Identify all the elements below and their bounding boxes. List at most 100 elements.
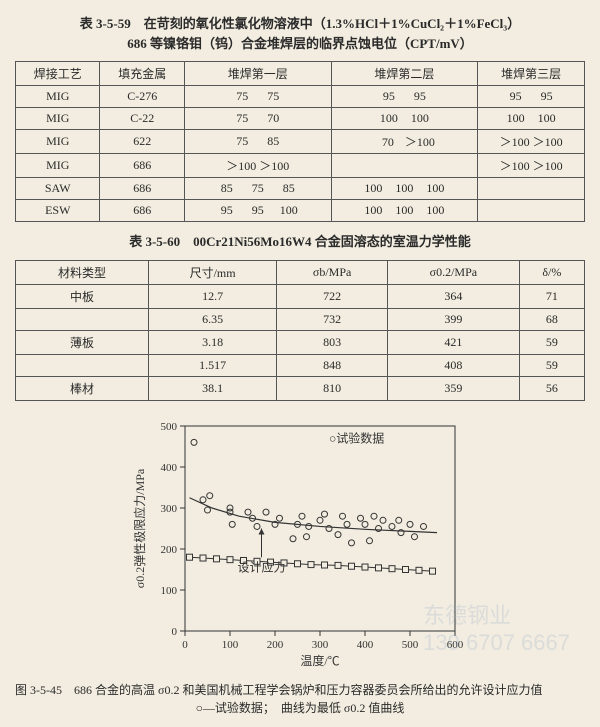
t2-h3: σ0.2/MPa — [387, 260, 519, 284]
table-cell: 中板 — [16, 284, 149, 308]
table-cell: 622 — [100, 130, 184, 154]
table-row: 棒材38.181035956 — [16, 376, 585, 400]
table1-title-l2: 686 等镍铬钼（钨）合金堆焊层的临界点蚀电位（CPT/mV） — [127, 36, 473, 51]
svg-text:400: 400 — [161, 462, 178, 474]
caption-l2: ○—试验数据； 曲线为最低 σ0.2 值曲线 — [196, 701, 405, 715]
table-cell: 6.35 — [148, 308, 276, 330]
table-row: 6.3573239968 — [16, 308, 585, 330]
table-cell: 100 100 — [478, 108, 585, 130]
table-row: MIG686＞100 ＞100 ＞100 ＞100 — [16, 154, 585, 178]
table-cell: 75 85 — [184, 130, 331, 154]
table-cell: 薄板 — [16, 330, 149, 354]
table-cell: 75 70 — [184, 108, 331, 130]
svg-text:400: 400 — [357, 639, 374, 651]
table-cell: 421 — [387, 330, 519, 354]
table-cell: 95 95 100 — [184, 200, 331, 222]
table-cell: 59 — [519, 330, 584, 354]
table-cell: 364 — [387, 284, 519, 308]
table-row: MIG62275 8570 ＞100＞100 ＞100 — [16, 130, 585, 154]
t1-h1: 填充金属 — [100, 62, 184, 86]
table-cell: C-22 — [100, 108, 184, 130]
table-row: MIGC-2275 70100 100100 100 — [16, 108, 585, 130]
table-cell: 732 — [277, 308, 388, 330]
table-cell: 686 — [100, 178, 184, 200]
svg-text:300: 300 — [161, 503, 178, 515]
table-cell: 810 — [277, 376, 388, 400]
table-cell: ＞100 ＞100 — [478, 154, 585, 178]
table-cell: 686 — [100, 200, 184, 222]
t2-h0: 材料类型 — [16, 260, 149, 284]
table-cell — [478, 200, 585, 222]
svg-text:200: 200 — [161, 544, 178, 556]
table-row: 中板12.772236471 — [16, 284, 585, 308]
table-cell: 85 75 85 — [184, 178, 331, 200]
table-cell: SAW — [16, 178, 100, 200]
table1-title-l1: 表 3-5-59 在苛刻的氧化性氯化物溶液中（1.3%HCl＋1%CuCl₂＋1… — [80, 16, 520, 31]
table1: 焊接工艺 填充金属 堆焊第一层 堆焊第二层 堆焊第三层 MIGC-27675 7… — [15, 61, 585, 222]
table-cell: 95 95 — [478, 86, 585, 108]
table-row: 1.51784840859 — [16, 354, 585, 376]
table-cell: 56 — [519, 376, 584, 400]
table-cell: 686 — [100, 154, 184, 178]
table-row: 薄板3.1880342159 — [16, 330, 585, 354]
table-cell: ＞100 ＞100 — [184, 154, 331, 178]
table-cell: C-276 — [100, 86, 184, 108]
table-cell: 100 100 100 — [331, 200, 478, 222]
svg-text:500: 500 — [161, 421, 178, 433]
table-cell: MIG — [16, 108, 100, 130]
t1-h4: 堆焊第三层 — [478, 62, 585, 86]
table-cell: 75 75 — [184, 86, 331, 108]
table-cell: 100 100 — [331, 108, 478, 130]
table-cell: 12.7 — [148, 284, 276, 308]
table2: 材料类型 尺寸/mm σb/MPa σ0.2/MPa δ/% 中板12.7722… — [15, 260, 585, 401]
t1-h2: 堆焊第一层 — [184, 62, 331, 86]
t1-h3: 堆焊第二层 — [331, 62, 478, 86]
table-cell: 399 — [387, 308, 519, 330]
svg-text:200: 200 — [267, 639, 284, 651]
t1-h0: 焊接工艺 — [16, 62, 100, 86]
t2-h2: σb/MPa — [277, 260, 388, 284]
svg-text:100: 100 — [161, 585, 178, 597]
table-row: ESW68695 95 100100 100 100 — [16, 200, 585, 222]
table-cell: 棒材 — [16, 376, 149, 400]
svg-text:设计应力: 设计应力 — [237, 559, 285, 574]
table-cell — [16, 308, 149, 330]
svg-text:500: 500 — [402, 639, 419, 651]
table-cell — [16, 354, 149, 376]
table-cell: 848 — [277, 354, 388, 376]
svg-text:温度/℃: 温度/℃ — [300, 653, 339, 668]
table-cell — [331, 154, 478, 178]
svg-text:0: 0 — [172, 626, 178, 638]
table-cell: 100 100 100 — [331, 178, 478, 200]
table-cell: MIG — [16, 86, 100, 108]
svg-text:0: 0 — [182, 639, 188, 651]
svg-text:○试验数据: ○试验数据 — [329, 430, 384, 445]
table-cell: 359 — [387, 376, 519, 400]
table-cell: 38.1 — [148, 376, 276, 400]
t2-h4: δ/% — [519, 260, 584, 284]
table-cell: 59 — [519, 354, 584, 376]
table-cell: ESW — [16, 200, 100, 222]
table-cell: 722 — [277, 284, 388, 308]
table-cell: 3.18 — [148, 330, 276, 354]
table-cell: 408 — [387, 354, 519, 376]
chart-svg: 01002003004005006000100200300400500温度/℃σ… — [130, 411, 470, 671]
table-cell: MIG — [16, 130, 100, 154]
t2-h1: 尺寸/mm — [148, 260, 276, 284]
table-cell: 70 ＞100 — [331, 130, 478, 154]
table-cell: 68 — [519, 308, 584, 330]
svg-text:300: 300 — [312, 639, 329, 651]
table-cell: 71 — [519, 284, 584, 308]
table2-title: 表 3-5-60 00Cr21Ni56Mo16W4 合金固溶态的室温力学性能 — [15, 232, 585, 252]
table-cell: ＞100 ＞100 — [478, 130, 585, 154]
table1-title: 表 3-5-59 在苛刻的氧化性氯化物溶液中（1.3%HCl＋1%CuCl₂＋1… — [15, 14, 585, 53]
table-row: MIGC-27675 7595 9595 95 — [16, 86, 585, 108]
table-cell — [478, 178, 585, 200]
table-row: SAW68685 75 85100 100 100 — [16, 178, 585, 200]
svg-text:600: 600 — [447, 639, 464, 651]
svg-text:σ0.2弹性极限应力/MPa: σ0.2弹性极限应力/MPa — [132, 468, 147, 588]
table-cell: 95 95 — [331, 86, 478, 108]
table-cell: 1.517 — [148, 354, 276, 376]
figure-caption: 图 3-5-45 686 合金的高温 σ0.2 和美国机械工程学会锅炉和压力容器… — [15, 681, 585, 717]
chart-container: 01002003004005006000100200300400500温度/℃σ… — [130, 411, 470, 675]
